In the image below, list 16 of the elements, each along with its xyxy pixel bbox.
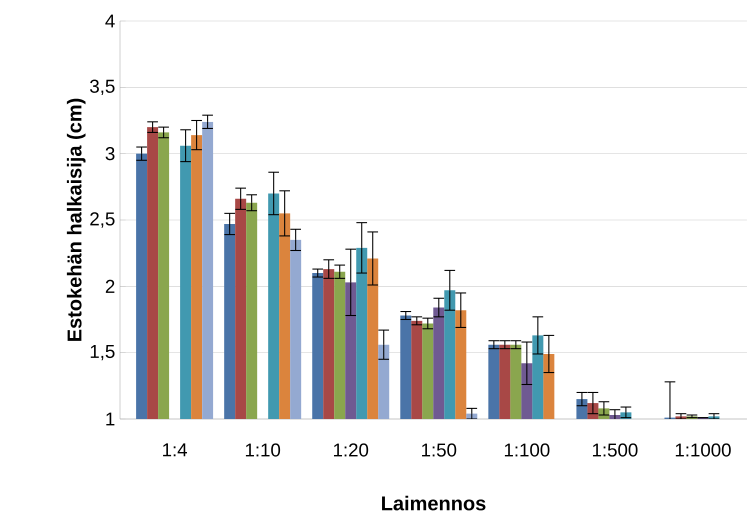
x-tick-label: 1:1000 <box>676 443 731 457</box>
x-tick-label: 1:50 <box>422 443 456 457</box>
x-tick-label: 1:20 <box>334 443 368 457</box>
y-tick-label: 1,5 <box>90 345 115 360</box>
y-tick-label: 2 <box>106 280 114 293</box>
y-tick-label: 3,5 <box>90 80 115 96</box>
x-tick-label: 1:100 <box>504 443 550 457</box>
x-tick-label: 1:4 <box>163 443 188 456</box>
x-tick-label: 1:500 <box>592 443 638 457</box>
y-tick-label: 3 <box>106 147 114 160</box>
y-tick-label: 2,5 <box>90 212 115 228</box>
y-tick-label: 4 <box>105 14 115 28</box>
y-axis-title: Estokehän halkaisija (cm) <box>66 98 86 341</box>
y-tick-label: 1 <box>106 412 114 426</box>
x-tick-label: 1:10 <box>246 443 280 457</box>
x-axis-title: Laimennos <box>382 496 486 510</box>
